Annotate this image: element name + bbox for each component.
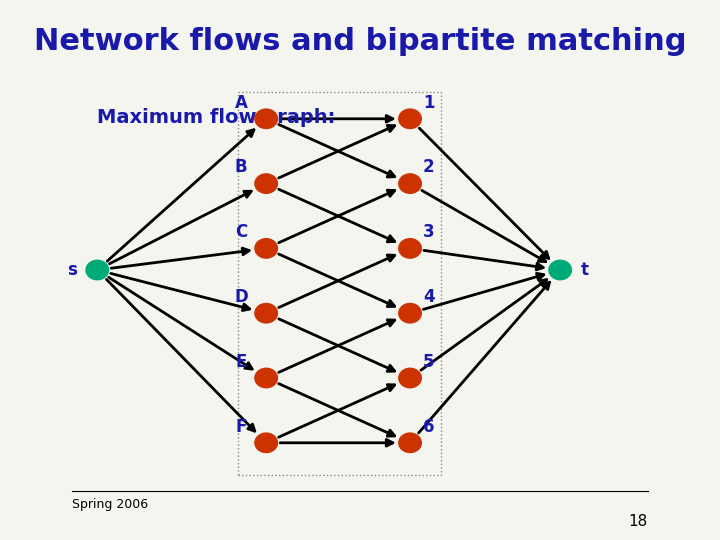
Text: Network flows and bipartite matching: Network flows and bipartite matching xyxy=(34,27,686,56)
Text: D: D xyxy=(234,288,248,306)
Text: E: E xyxy=(235,353,247,371)
Circle shape xyxy=(255,368,277,388)
Circle shape xyxy=(399,433,421,453)
Text: A: A xyxy=(235,93,248,112)
Text: 4: 4 xyxy=(423,288,435,306)
Text: 5: 5 xyxy=(423,353,435,371)
Text: 1: 1 xyxy=(423,93,435,112)
Text: 2: 2 xyxy=(423,158,435,177)
Circle shape xyxy=(255,433,277,453)
Circle shape xyxy=(255,303,277,323)
Circle shape xyxy=(255,174,277,193)
Text: 6: 6 xyxy=(423,417,435,436)
Text: s: s xyxy=(68,261,77,279)
Circle shape xyxy=(399,109,421,129)
Circle shape xyxy=(399,368,421,388)
Circle shape xyxy=(399,174,421,193)
Circle shape xyxy=(399,239,421,258)
Text: 3: 3 xyxy=(423,223,435,241)
Text: C: C xyxy=(235,223,247,241)
Text: B: B xyxy=(235,158,248,177)
Text: 18: 18 xyxy=(629,514,648,529)
Circle shape xyxy=(255,109,277,129)
Text: F: F xyxy=(235,417,247,436)
Circle shape xyxy=(86,260,109,280)
Text: Maximum flow graph:: Maximum flow graph: xyxy=(97,108,336,127)
Circle shape xyxy=(399,303,421,323)
Circle shape xyxy=(549,260,572,280)
Text: t: t xyxy=(581,261,589,279)
Circle shape xyxy=(255,239,277,258)
Text: Spring 2006: Spring 2006 xyxy=(72,498,148,511)
